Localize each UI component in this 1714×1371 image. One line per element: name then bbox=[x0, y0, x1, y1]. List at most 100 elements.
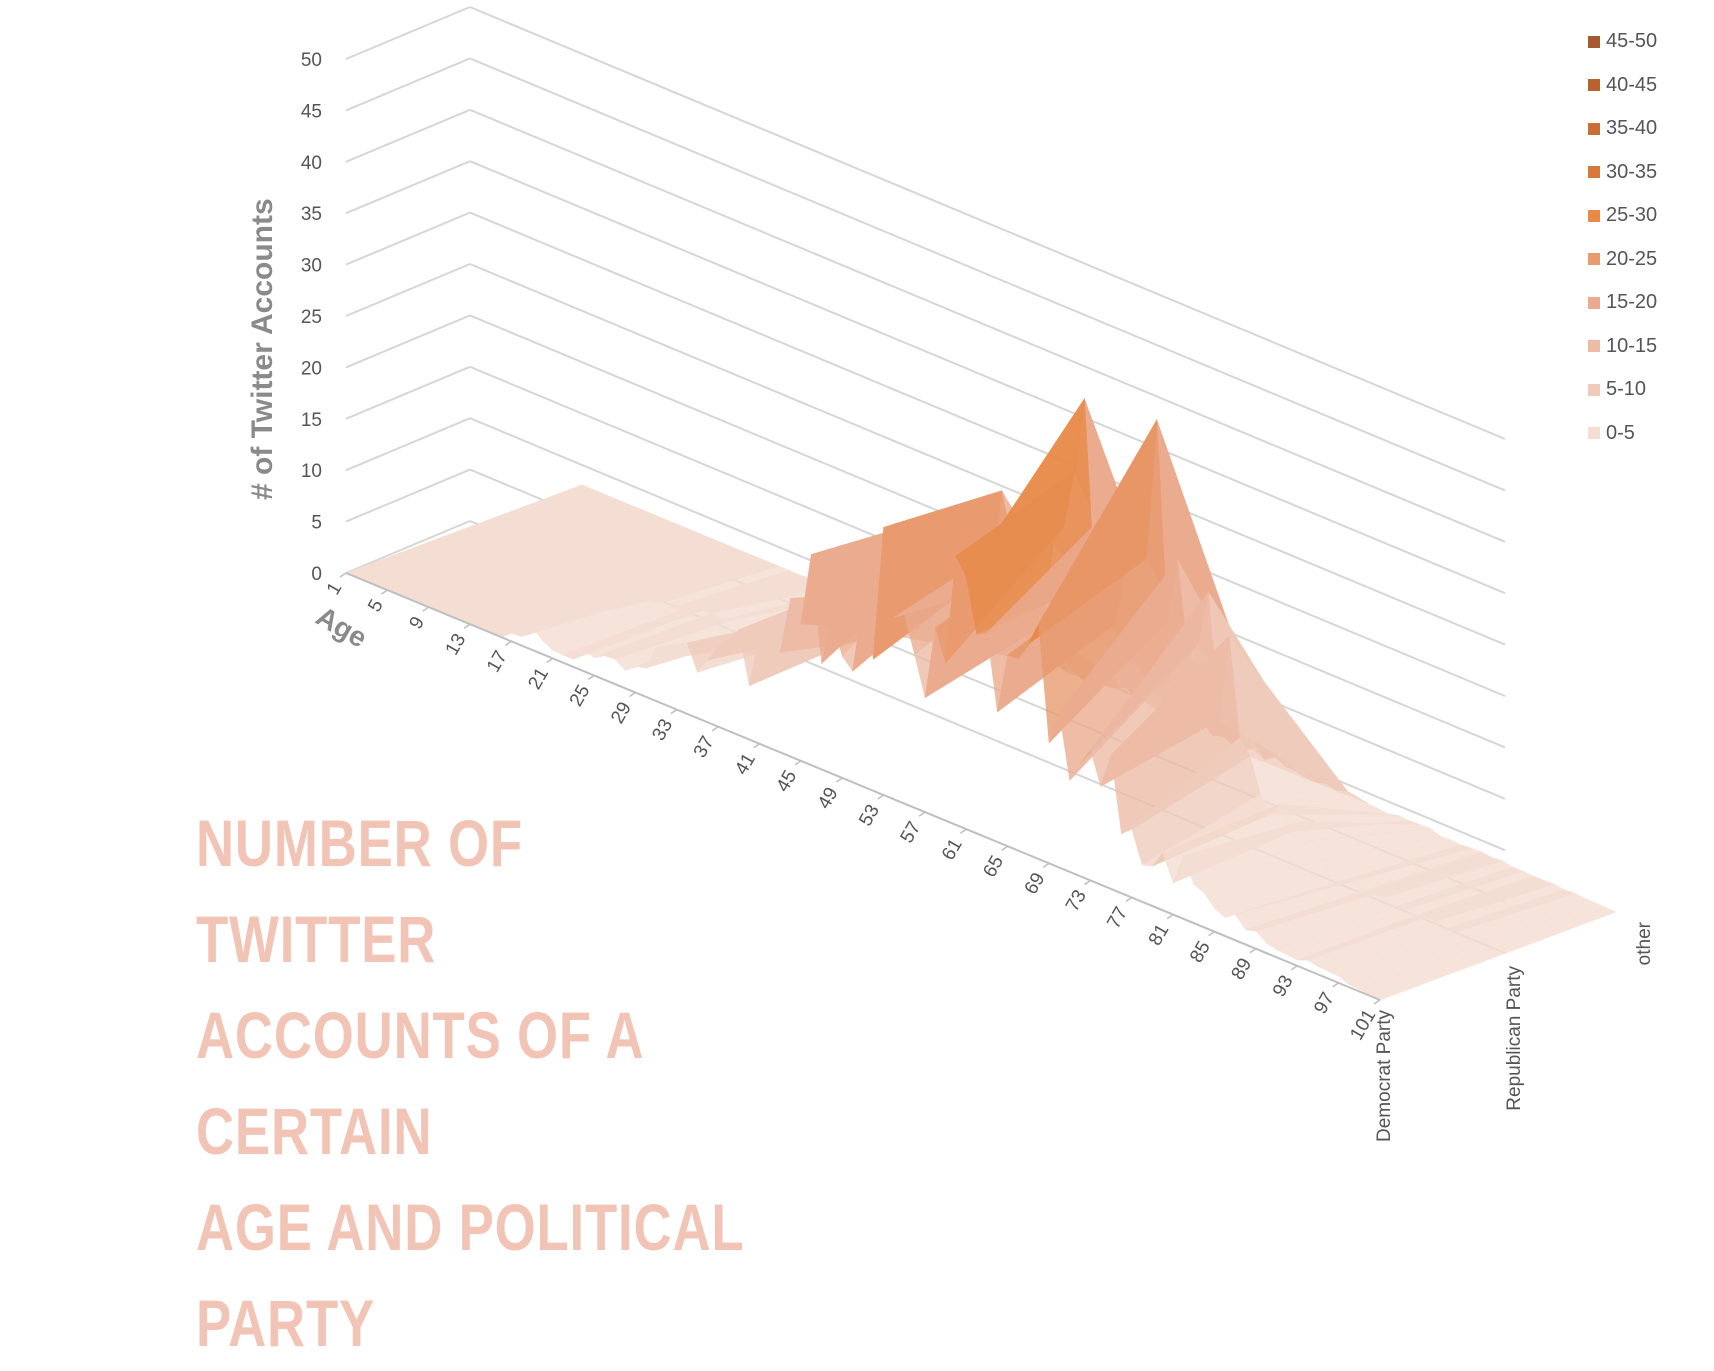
legend-item: 30-35 bbox=[1588, 151, 1657, 195]
title-line-2: ACCOUNTS OF A CERTAIN bbox=[196, 987, 772, 1179]
legend-label: 25-30 bbox=[1606, 204, 1657, 227]
gridline-left bbox=[346, 161, 470, 213]
age-tick-label: 73 bbox=[1062, 886, 1091, 915]
age-tick-label: 61 bbox=[938, 835, 967, 864]
legend-swatch bbox=[1588, 36, 1600, 48]
age-tick-label: 33 bbox=[648, 716, 677, 745]
legend-swatch bbox=[1588, 427, 1600, 439]
z-tick-label: 45 bbox=[301, 101, 322, 122]
legend-swatch bbox=[1588, 210, 1600, 222]
z-tick-label: 25 bbox=[301, 307, 322, 328]
chart-title: NUMBER OF TWITTER ACCOUNTS OF A CERTAIN … bbox=[196, 795, 772, 1371]
age-tick bbox=[1167, 915, 1173, 919]
legend-swatch bbox=[1588, 384, 1600, 396]
z-tick-label: 40 bbox=[301, 153, 322, 174]
z-tick-label: 50 bbox=[301, 50, 322, 71]
age-tick bbox=[795, 761, 801, 765]
age-tick bbox=[423, 607, 429, 611]
legend-swatch bbox=[1588, 340, 1600, 352]
age-tick bbox=[960, 829, 966, 833]
series-axis-label: other bbox=[1634, 921, 1655, 965]
legend-item: 5-10 bbox=[1588, 368, 1657, 412]
legend-swatch bbox=[1588, 253, 1600, 265]
age-tick-label: 37 bbox=[690, 733, 719, 762]
age-tick-label: 57 bbox=[897, 818, 926, 847]
gridline-back bbox=[470, 110, 1505, 542]
age-tick-label: 21 bbox=[524, 664, 553, 693]
title-line-1: NUMBER OF TWITTER bbox=[196, 795, 772, 987]
legend-item: 15-20 bbox=[1588, 281, 1657, 325]
legend-label: 40-45 bbox=[1606, 74, 1657, 97]
legend-label: 0-5 bbox=[1606, 422, 1635, 445]
age-tick-label: 29 bbox=[607, 699, 636, 728]
age-tick bbox=[464, 624, 470, 628]
age-tick-label: 69 bbox=[1021, 869, 1050, 898]
legend: 45-50 40-45 35-40 30-35 25-30 20-25 15-20 10-15… bbox=[1588, 20, 1657, 455]
gridline-left bbox=[346, 213, 470, 265]
z-tick-label: 10 bbox=[301, 461, 322, 482]
series-axis-label: Democrat Party bbox=[1374, 1010, 1395, 1142]
gridline-left bbox=[346, 418, 470, 470]
age-tick bbox=[919, 812, 925, 816]
gridline-left bbox=[346, 264, 470, 316]
legend-item: 20-25 bbox=[1588, 238, 1657, 282]
age-tick-label: 53 bbox=[855, 801, 884, 830]
legend-label: 10-15 bbox=[1606, 335, 1657, 358]
age-tick bbox=[630, 693, 636, 697]
gridline-left bbox=[346, 315, 470, 367]
age-tick-label: 17 bbox=[483, 647, 512, 676]
series-axis-label: Republican Party bbox=[1504, 966, 1525, 1111]
legend-swatch bbox=[1588, 166, 1600, 178]
age-tick-label: 65 bbox=[979, 852, 1008, 881]
z-tick-label: 15 bbox=[301, 410, 322, 431]
legend-swatch bbox=[1588, 297, 1600, 309]
age-tick-label: 97 bbox=[1310, 989, 1339, 1018]
age-tick bbox=[712, 727, 718, 731]
age-tick-label: 5 bbox=[364, 596, 387, 616]
age-tick bbox=[381, 590, 387, 594]
age-tick-label: 9 bbox=[406, 613, 429, 633]
age-tick bbox=[588, 675, 594, 679]
z-tick-label: 30 bbox=[301, 256, 322, 277]
age-tick-label: 49 bbox=[814, 784, 843, 813]
legend-label: 5-10 bbox=[1606, 378, 1646, 401]
age-tick bbox=[1291, 966, 1297, 970]
z-axis-ticks: 0 5 10 15 20 25 30 35 40 45 50 bbox=[301, 50, 322, 585]
legend-label: 20-25 bbox=[1606, 248, 1657, 271]
gridline-left bbox=[346, 7, 470, 59]
legend-item: 25-30 bbox=[1588, 194, 1657, 238]
age-tick bbox=[1084, 880, 1090, 884]
age-tick bbox=[1126, 898, 1132, 902]
z-tick-label: 35 bbox=[301, 204, 322, 225]
x-axis-title: Age bbox=[311, 600, 372, 653]
age-tick-label: 77 bbox=[1103, 904, 1132, 933]
age-tick bbox=[1002, 846, 1008, 850]
legend-label: 35-40 bbox=[1606, 117, 1657, 140]
legend-item: 35-40 bbox=[1588, 107, 1657, 151]
legend-item: 45-50 bbox=[1588, 20, 1657, 64]
age-tick-label: 41 bbox=[731, 750, 760, 779]
z-tick-label: 5 bbox=[311, 513, 322, 534]
age-tick-label: 45 bbox=[773, 767, 802, 796]
age-tick-label: 93 bbox=[1269, 972, 1298, 1001]
age-tick bbox=[505, 641, 511, 645]
legend-item: 10-15 bbox=[1588, 325, 1657, 369]
age-tick-label: 1 bbox=[323, 579, 346, 599]
age-tick bbox=[1250, 949, 1256, 953]
age-tick bbox=[836, 778, 842, 782]
legend-swatch bbox=[1588, 79, 1600, 91]
age-tick bbox=[547, 658, 553, 662]
gridline-left bbox=[346, 110, 470, 162]
age-tick bbox=[754, 744, 760, 748]
age-tick bbox=[878, 795, 884, 799]
age-tick bbox=[671, 710, 677, 714]
gridline-back bbox=[470, 58, 1505, 490]
title-line-3: AGE AND POLITICAL PARTY bbox=[196, 1179, 772, 1371]
z-tick-label: 0 bbox=[311, 564, 322, 585]
age-tick-label: 89 bbox=[1227, 955, 1256, 984]
z-tick-label: 20 bbox=[301, 358, 322, 379]
gridline-left bbox=[346, 470, 470, 522]
legend-label: 30-35 bbox=[1606, 161, 1657, 184]
age-tick bbox=[1333, 983, 1339, 987]
age-tick bbox=[1374, 1000, 1380, 1004]
